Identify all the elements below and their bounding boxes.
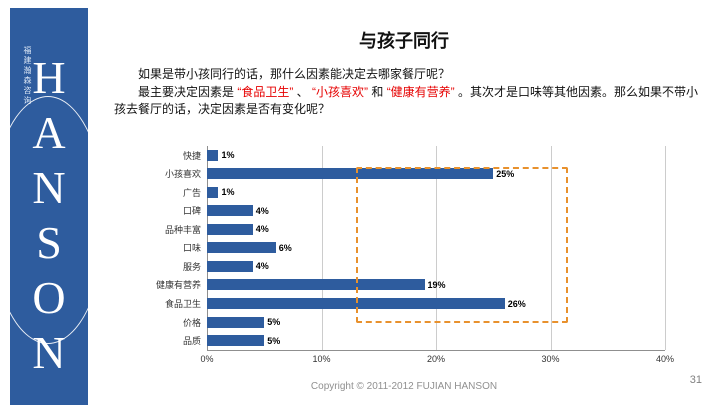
value-label: 25% [496,168,515,179]
bar-track: 19% [207,276,665,295]
gridline [550,146,552,350]
x-axis-tick-labels: 0% 10% 20% 30% 40% [200,354,674,368]
bar-track: 25% [207,165,665,184]
chart-row: 食品卫生 26% [145,294,665,313]
chart-row: 广告 1% [145,183,665,202]
value-label: 6% [278,242,292,253]
copyright-text: Copyright © 2011-2012 FUJIAN HANSON [310,381,498,392]
x-tick-label: 0% [200,354,214,364]
value-label: 1% [221,187,235,198]
highlight-food-hygiene: “食品卫生” [237,84,294,99]
category-label: 服务 [182,261,201,272]
bar [207,335,265,347]
bar-track: 1% [207,183,665,202]
highlight-healthy: “健康有营养” [386,84,455,99]
company-name-vertical: 福建瀚森咨询 [23,46,32,106]
gridline [321,146,323,350]
bar [207,298,505,310]
value-label: 19% [427,279,446,290]
bar-track: 4% [207,202,665,221]
bar [207,279,425,291]
x-tick-label: 40% [655,354,675,364]
category-label: 口碑 [182,206,201,217]
chart-row: 价格 5% [145,313,665,332]
bar-track: 1% [207,146,665,165]
chart-rows: 快捷 1% 小孩喜欢 25% 广告 1% 口碑 4% 品种丰富 4% 口味 6% 服务 4% 健康有营养 19… [145,146,665,350]
brand-sidebar: 福建瀚森咨询 H A N S O N [10,8,88,405]
chart-row: 口味 6% [145,239,665,258]
x-tick-label: 30% [541,354,560,364]
bar-track: 4% [207,257,665,276]
paragraph-answer: 最主要决定因素是 “食品卫生” 、 “小孩喜欢” 和 “健康有营养” 。其次才是… [114,84,700,119]
value-label: 5% [267,317,281,328]
category-label: 价格 [182,317,201,328]
paragraph-question: 如果是带小孩同行的话，那什么因素能决定去哪家餐厅呢？ [114,66,700,84]
x-tick-label: 10% [312,354,331,364]
slide-title: 与孩子同行 [359,31,449,51]
bar [207,316,265,328]
chart-row: 口碑 4% [145,202,665,221]
logo-ellipse [10,96,88,344]
gridline [665,146,666,350]
value-label: 1% [221,150,235,161]
value-label: 4% [255,261,269,272]
body-text: 如果是带小孩同行的话，那什么因素能决定去哪家餐厅呢？ 最主要决定因素是 “食品卫… [114,66,700,119]
category-label: 广告 [182,187,201,198]
gridline [436,146,437,350]
value-label: 4% [255,205,269,216]
value-label: 26% [507,298,526,309]
category-label: 品质 [182,336,201,347]
category-label: 食品卫生 [164,299,201,310]
bar [207,186,219,198]
chart-row: 快捷 1% [145,146,665,165]
chart-row: 小孩喜欢 25% [145,165,665,184]
chart-row: 健康有营养 19% [145,276,665,295]
bar [207,205,253,217]
bar-track: 5% [207,331,665,350]
bar-track: 4% [207,220,665,239]
category-label: 健康有营养 [155,280,201,291]
answer-sep2: 和 [368,84,387,99]
decision-factors-bar-chart: 快捷 1% 小孩喜欢 25% 广告 1% 口碑 4% 品种丰富 4% 口味 6% 服务 4% 健康有营养 19… [145,146,674,376]
hanson-logo-text: H A N S O N [32,52,66,378]
bar-track: 5% [207,313,665,332]
category-label: 小孩喜欢 [164,169,201,180]
chart-row: 品种丰富 4% [145,220,665,239]
value-label: 4% [255,224,269,235]
bar [207,242,276,254]
bar [207,149,219,161]
page-number: 31 [689,374,702,386]
x-axis-line [207,350,665,351]
answer-suffix: 。其次才是口味等其他因素。那么如果不带小孩去餐厅的话，决定因素是否有变化呢？ [114,84,699,117]
value-label: 5% [267,335,281,346]
bar [207,223,253,235]
highlight-kids-like: “小孩喜欢” [312,84,369,99]
bar [207,260,253,272]
bar [207,168,494,180]
category-label: 快捷 [182,150,201,161]
bar-track: 26% [207,294,665,313]
bar-track: 6% [207,239,665,258]
answer-prefix: 最主要决定因素是 [138,84,238,99]
category-label: 品种丰富 [164,224,201,235]
chart-row: 服务 4% [145,257,665,276]
category-label: 口味 [182,243,201,254]
question-text: 如果是带小孩同行的话，那什么因素能决定去哪家餐厅呢？ [138,67,451,81]
answer-sep1: 、 [293,84,313,99]
chart-row: 品质 5% [145,331,665,350]
x-tick-label: 20% [426,354,446,364]
